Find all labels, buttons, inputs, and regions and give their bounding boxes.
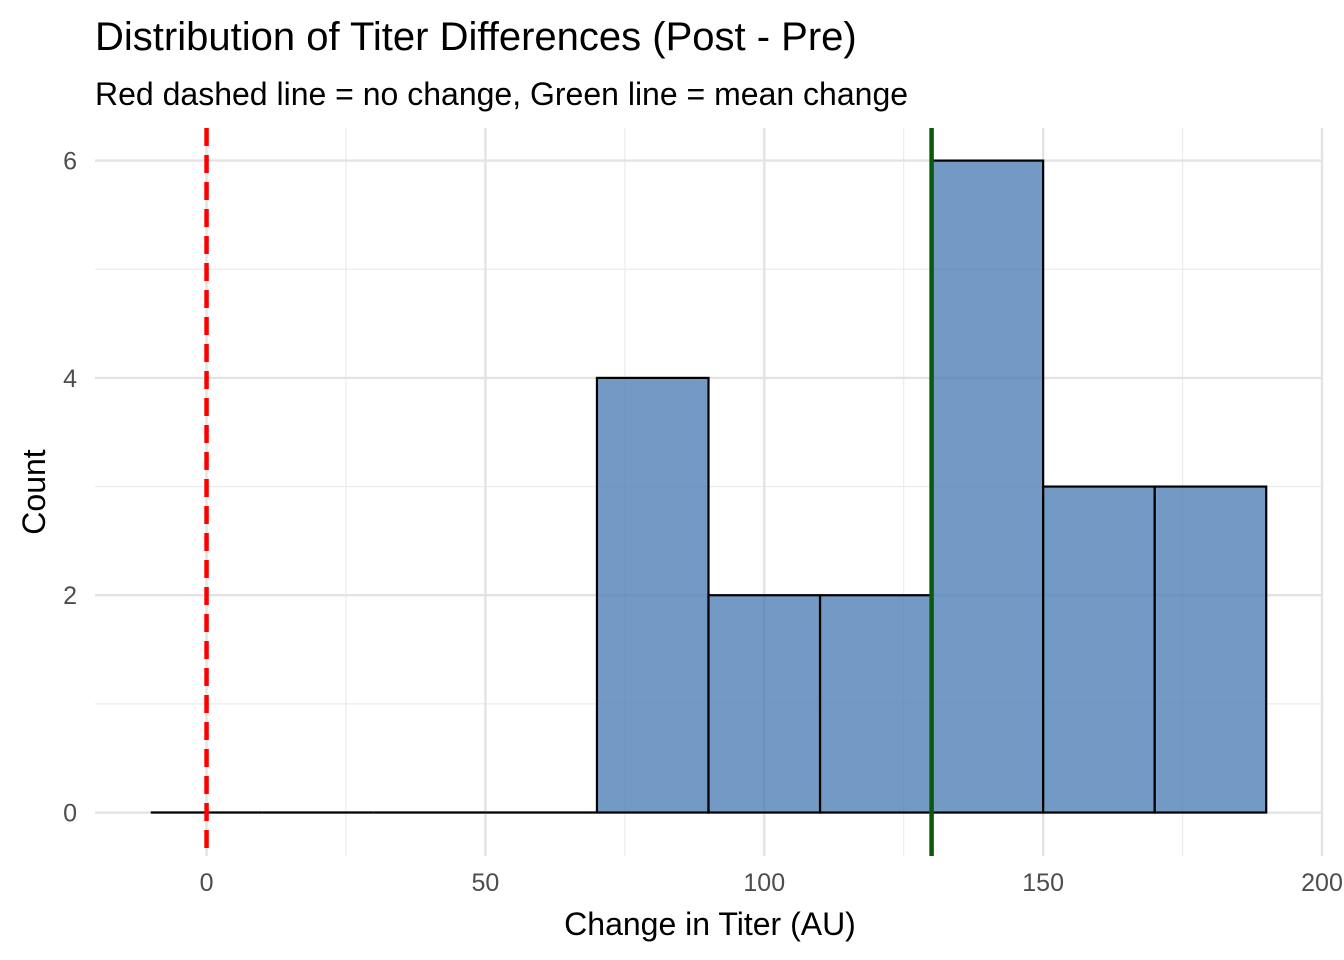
chart-subtitle: Red dashed line = no change, Green line … [95,76,908,112]
x-tick-label: 0 [200,869,214,897]
y-axis-title: Count [16,449,52,535]
y-tick-label: 2 [63,582,77,610]
x-tick-label: 100 [743,869,785,897]
histogram-bar [1042,485,1156,814]
histogram-bar [1153,485,1268,814]
y-tick-label: 6 [63,148,77,176]
histogram-bars [150,159,1268,814]
chart-title: Distribution of Titer Differences (Post … [95,15,857,59]
reference-lines [204,128,934,856]
y-tick-label: 4 [63,365,77,393]
y-tick-label: 0 [63,800,77,828]
histogram-bar [818,594,933,814]
axis-tick-labels: 0 50 100 150 200 0 2 4 6 [63,148,1343,897]
x-tick-label: 150 [1022,869,1064,897]
x-tick-label: 200 [1301,869,1343,897]
x-axis-title: Change in Titer (AU) [564,906,856,942]
histogram-bar [707,594,822,814]
histogram-bar [930,159,1045,814]
histogram-bar [595,376,710,814]
x-tick-label: 50 [472,869,500,897]
